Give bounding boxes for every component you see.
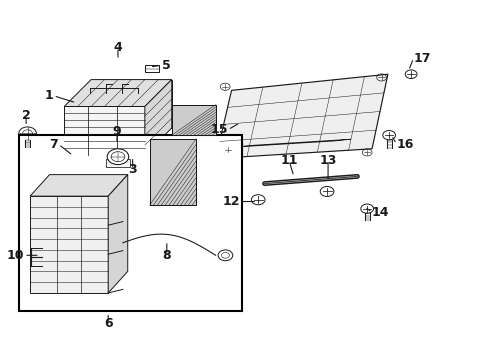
Text: 3: 3 [128,163,137,176]
Bar [19,135,242,311]
Polygon shape [145,80,172,155]
Text: 12: 12 [222,195,240,208]
Polygon shape [30,175,128,196]
Text: 1: 1 [45,89,53,102]
Text: 10: 10 [7,249,24,262]
Bar [106,159,130,167]
Text: 7: 7 [49,138,58,150]
Circle shape [107,149,129,165]
Text: 11: 11 [280,154,298,167]
Text: 4: 4 [114,41,122,54]
Bar [172,105,216,135]
Polygon shape [30,196,108,293]
Polygon shape [64,80,172,107]
Text: 15: 15 [210,123,228,136]
Polygon shape [64,107,145,155]
Text: 14: 14 [372,206,390,219]
Text: 5: 5 [162,59,171,72]
Polygon shape [108,175,128,293]
Polygon shape [216,74,388,158]
Text: 13: 13 [319,154,337,167]
Bar [150,139,196,205]
Bar [172,105,216,135]
Text: 6: 6 [104,317,113,330]
Text: 9: 9 [113,125,122,138]
Text: 8: 8 [163,249,171,262]
Bar [145,65,159,72]
Text: 17: 17 [414,51,431,64]
Text: 2: 2 [22,109,30,122]
Text: 16: 16 [396,138,414,150]
Bar [150,139,196,205]
